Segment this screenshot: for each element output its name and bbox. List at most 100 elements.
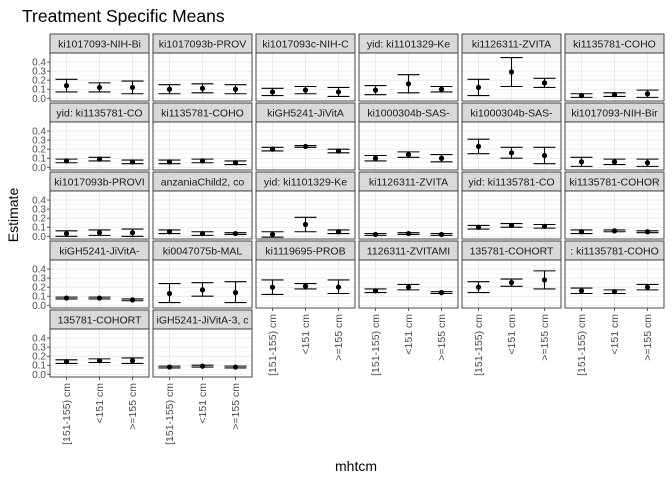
facet-strip-label: : ki1135781-COHO	[570, 246, 659, 258]
estimate-point	[405, 284, 412, 290]
facet-panel: yid: ki1135781-CO	[461, 171, 562, 240]
y-tick-label: 0.3	[32, 136, 46, 147]
facet-panel: 1126311-ZVITAMI [151-155) cm <151 cm >=155 …	[358, 240, 459, 376]
estimate-point	[199, 85, 206, 91]
y-tick-label: 0.1	[32, 85, 46, 96]
estimate-point	[541, 80, 548, 86]
estimate-point	[166, 159, 173, 165]
estimate-point	[166, 290, 173, 297]
panel-border	[152, 259, 253, 309]
x-tick-label: >=155 cm	[642, 314, 654, 361]
y-tick-label: 0.1	[32, 361, 46, 372]
estimate-point	[232, 230, 239, 237]
estimate-point	[166, 364, 173, 370]
x-tick-label: <151 cm	[403, 314, 415, 355]
estimate-point	[508, 280, 515, 286]
y-tick-label: 0.1	[32, 154, 46, 165]
facet-panel: ki1119695-PROB [151-155) cm <151 cm >=155 c…	[255, 240, 356, 376]
panel-border	[564, 121, 665, 171]
estimate-point	[611, 92, 618, 98]
facet-panel: ki1017093b-PROVI 0.00.10.20.30.4	[32, 171, 150, 243]
facet-strip-label: yid: ki1135781-CO	[468, 177, 554, 189]
facet-panel: ki0047075b-MAL	[152, 240, 253, 309]
estimate-point	[372, 231, 379, 238]
estimate-point	[335, 284, 342, 290]
estimate-point	[578, 229, 585, 235]
panel-border	[152, 121, 253, 171]
facet-strip-label: ki1017093b-PROVI	[54, 177, 144, 189]
facet-strip-label: ki1119695-PROB	[265, 246, 345, 258]
estimate-point	[475, 84, 482, 91]
facet-strip-label: ki1000304b-SAS-	[470, 108, 553, 120]
facet-strip-label: ki1126311-ZVITA	[369, 177, 448, 189]
facet-strip-label: iGH5241-JiVitA-3, c	[156, 315, 248, 327]
estimate-point	[63, 83, 70, 89]
panel-border	[255, 52, 356, 102]
facet-panel: ki1017093b-PROV	[152, 33, 253, 102]
facet-strip-label: yid: ki1135781-CO	[56, 108, 142, 120]
facet-strip-label: kiGH5241-JiVitA	[267, 108, 344, 120]
estimate-point	[269, 146, 276, 152]
estimate-point	[644, 91, 651, 97]
x-tick-label: >=155 cm	[127, 383, 139, 430]
estimate-point	[129, 159, 136, 165]
panel-border	[255, 121, 356, 171]
facet-panel: iGH5241-JiVitA-3, c [151-155) cm <151 cm >=…	[152, 309, 253, 445]
facet-strip-label: anzaniaChild2, co	[161, 177, 245, 189]
y-tick-label: 0.3	[32, 67, 46, 78]
estimate-point	[63, 230, 70, 237]
estimate-point	[475, 224, 482, 230]
x-tick-label: [151-155) cm	[61, 383, 73, 445]
estimate-point	[335, 229, 342, 235]
x-tick-label: [151-155) cm	[576, 314, 588, 376]
estimate-point	[438, 155, 445, 161]
facet-panel: yid: ki1135781-CO 0.00.10.20.30.4	[32, 102, 150, 174]
estimate-point	[475, 284, 482, 290]
panel-border	[358, 121, 459, 171]
facet-panel: yid: ki1101329-Ke	[358, 33, 459, 102]
estimate-point	[335, 89, 342, 95]
panel-border	[152, 52, 253, 102]
estimate-point	[96, 358, 103, 364]
panel-border	[358, 52, 459, 102]
estimate-point	[372, 155, 379, 161]
chart-title: Treatment Specific Means	[22, 6, 225, 26]
x-tick-label: [151-155) cm	[473, 314, 485, 376]
panel-border	[49, 190, 150, 240]
y-tick-label: 0.2	[32, 214, 46, 225]
y-tick-label: 0.4	[32, 58, 46, 69]
facet-strip-label: ki1017093-NIH-Bi	[58, 39, 141, 51]
x-axis-title: mhtcm	[335, 458, 377, 474]
x-tick-label: <151 cm	[94, 383, 106, 424]
facet-strip-label: ki0047075b-MAL	[163, 246, 243, 258]
estimate-point	[63, 158, 70, 164]
estimate-point	[166, 229, 173, 235]
estimate-point	[438, 86, 445, 92]
x-tick-label: >=155 cm	[539, 314, 551, 361]
estimate-point	[232, 290, 239, 296]
estimate-point	[232, 160, 239, 166]
estimate-point	[269, 284, 276, 290]
facet-strip-label: ki1135781-COHO	[161, 108, 244, 120]
panel-border	[152, 190, 253, 240]
y-tick-label: 0.4	[32, 265, 46, 276]
facet-panels: ki1017093-NIH-Bi0.00.10.20.30.4ki1017093…	[32, 33, 665, 445]
estimate-point	[302, 87, 309, 93]
facet-panel: yid: ki1101329-Ke	[255, 171, 356, 240]
estimate-point	[578, 288, 585, 294]
y-tick-label: 0.0	[32, 301, 46, 312]
y-tick-label: 0.0	[32, 163, 46, 174]
facet-panel: 135781-COHORT [151-155) cm <151 cm >=155 cm	[461, 240, 562, 376]
estimate-point	[405, 152, 412, 158]
estimate-point	[541, 277, 548, 283]
estimate-point	[199, 230, 206, 237]
estimate-point	[302, 283, 309, 289]
facet-panel: anzaniaChild2, co	[152, 171, 253, 240]
x-tick-label: <151 cm	[609, 314, 621, 355]
facet-panel: ki1135781-COHO	[564, 33, 665, 102]
facet-panel: : ki1135781-COHO [151-155) cm <151 cm >=155…	[564, 240, 665, 376]
y-tick-label: 0.0	[32, 370, 46, 381]
estimate-point	[438, 290, 445, 296]
y-tick-label: 0.1	[32, 223, 46, 234]
